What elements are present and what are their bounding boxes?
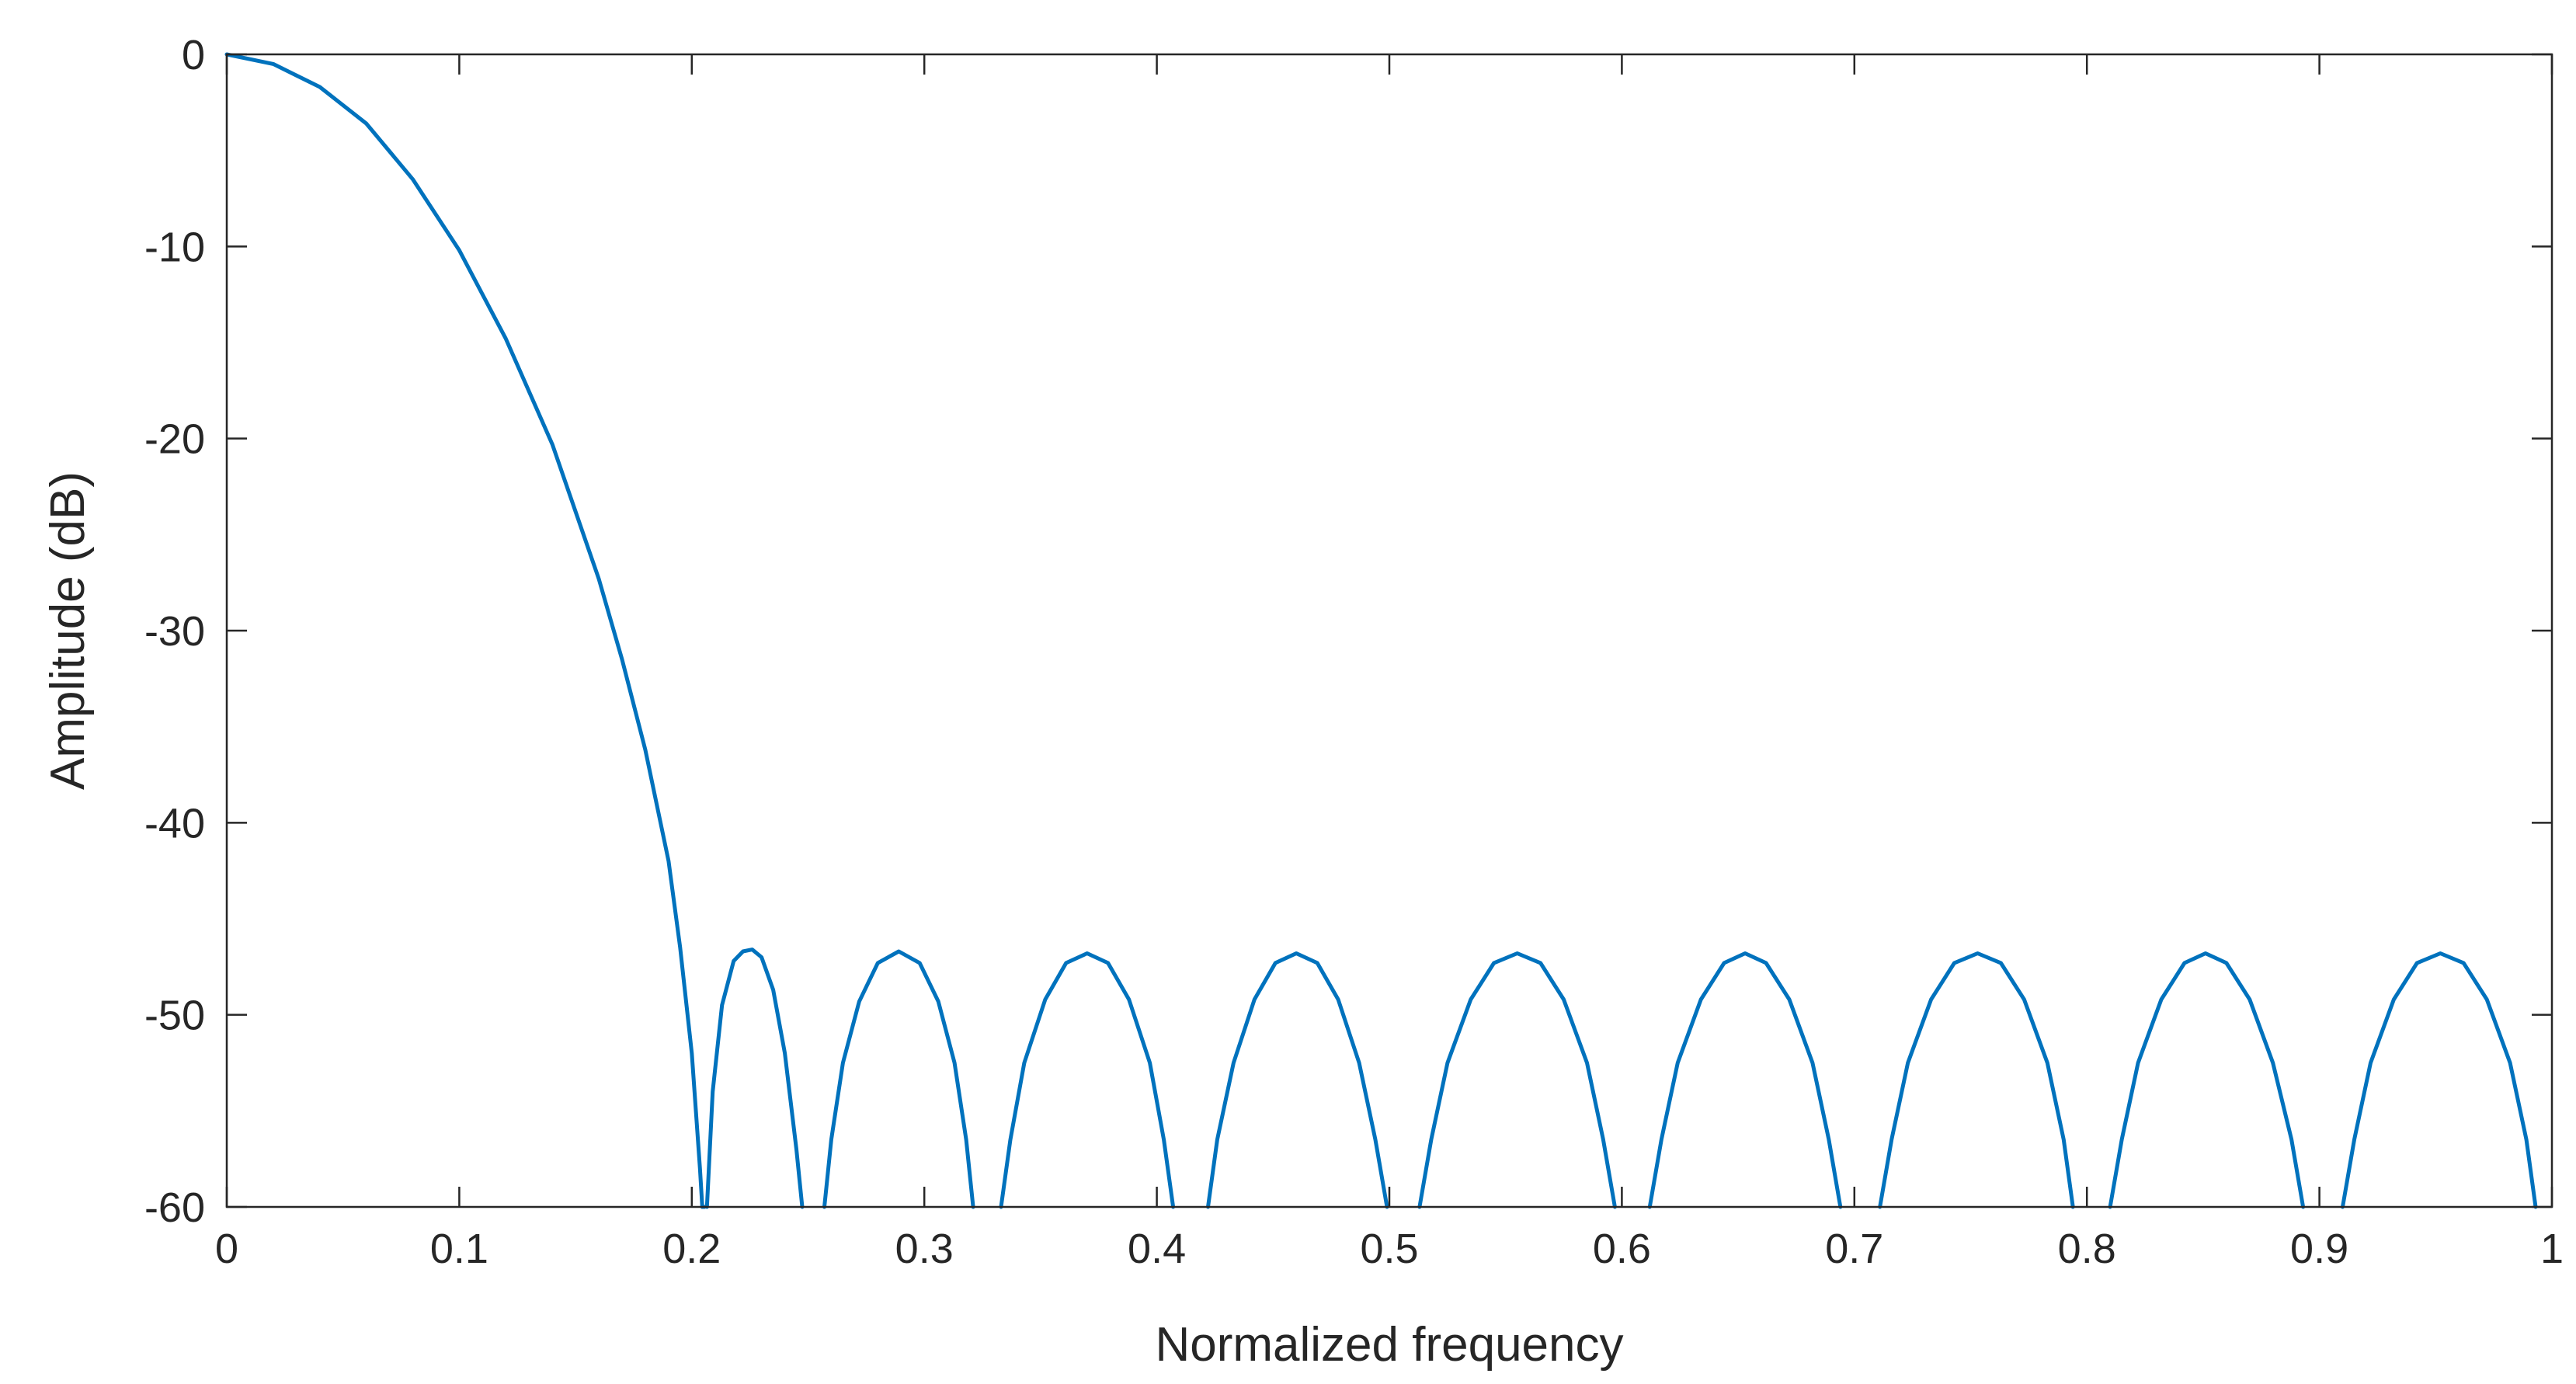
y-tick-label: -60	[144, 1184, 205, 1231]
x-tick-label: 0.8	[2058, 1226, 2116, 1272]
series-line-segment-5	[1206, 951, 1389, 1209]
x-tick-label: 0.9	[2290, 1226, 2348, 1272]
plot-area-box	[225, 53, 2553, 1208]
x-tick-label: 0.2	[662, 1226, 721, 1272]
series-line-segment-9	[2108, 951, 2306, 1209]
series-line-segment-3	[822, 949, 975, 1209]
x-tick-label: 0	[215, 1226, 238, 1272]
series-line-segment-8	[1878, 951, 2075, 1209]
y-axis: 0 -10 -20 -30 -40 -50 -60	[144, 32, 2552, 1231]
y-tick-label: 0	[182, 32, 205, 78]
series-line-segment-2	[704, 948, 805, 1209]
y-tick-label: -10	[144, 224, 205, 270]
x-tick-label: 1	[2540, 1226, 2564, 1272]
x-tick-label: 0.3	[895, 1226, 954, 1272]
x-tick-label: 0.5	[1360, 1226, 1418, 1272]
x-axis-label: Normalized frequency	[1155, 1318, 1623, 1372]
x-tick-label: 0.4	[1128, 1226, 1186, 1272]
series-line-segment-6	[1417, 951, 1617, 1209]
series-layer	[224, 52, 2538, 1209]
y-axis-label: Amplitude (dB)	[41, 471, 95, 790]
series-line-segment-7	[1647, 951, 1843, 1209]
x-axis: 0 0.1 0.2 0.3 0.4 0.5 0.6 0.7 0.8 0.9 1	[215, 54, 2564, 1272]
y-tick-label: -20	[144, 416, 205, 463]
series-line-segment-10	[2341, 951, 2538, 1209]
series-line-segment-4	[999, 951, 1176, 1209]
x-tick-label: 0.1	[430, 1226, 488, 1272]
y-tick-label: -40	[144, 800, 205, 847]
y-tick-label: -50	[144, 993, 205, 1039]
x-tick-label: 0.7	[1825, 1226, 1883, 1272]
series-line-segment-0	[224, 52, 704, 1209]
x-tick-label: 0.6	[1593, 1226, 1651, 1272]
y-tick-label: -30	[144, 608, 205, 655]
